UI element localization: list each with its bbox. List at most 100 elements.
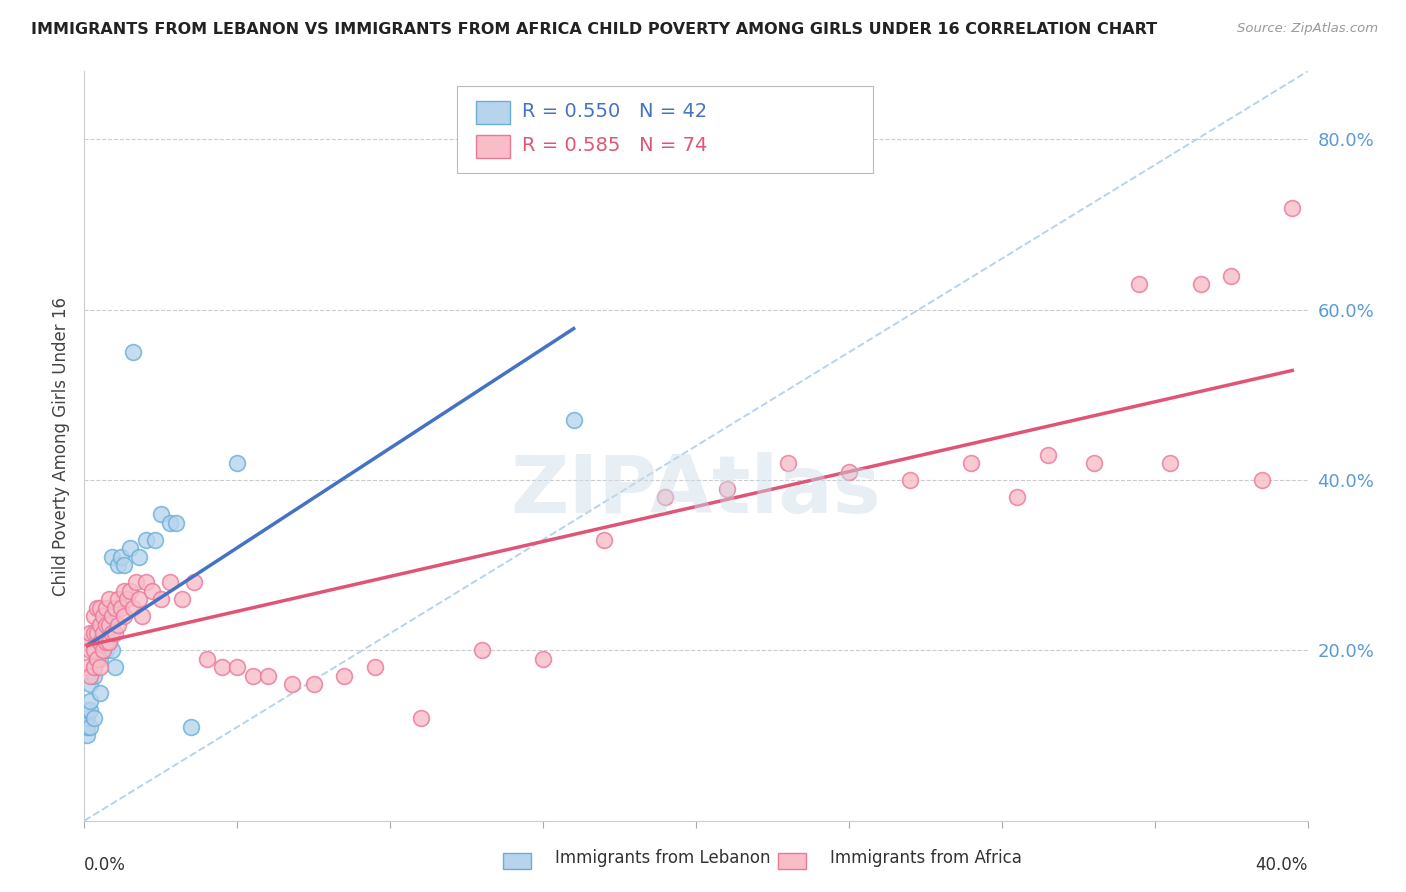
Point (364, 660, 387, 674)
Text: 0.0%: 0.0% (84, 856, 127, 874)
Point (211, 660, 233, 674)
Point (125, 575, 148, 590)
Point (86, 626, 108, 640)
Point (101, 643, 124, 657)
Point (226, 456, 249, 470)
Point (79, 720, 101, 734)
Point (91, 626, 114, 640)
Text: Immigrants from Africa: Immigrants from Africa (830, 849, 1021, 867)
Point (1005, 490, 1028, 504)
Point (1250, 473, 1272, 487)
Point (135, 575, 157, 590)
Point (1281, 201, 1303, 215)
Point (1083, 456, 1105, 470)
Bar (475, 102, 510, 124)
Point (107, 592, 129, 607)
Point (226, 660, 249, 674)
Point (79, 677, 101, 691)
Point (112, 583, 135, 598)
Point (195, 652, 218, 666)
Point (104, 660, 127, 674)
Point (115, 592, 138, 607)
Point (531, 652, 554, 666)
Point (110, 600, 132, 615)
Point (654, 490, 676, 504)
Point (89, 600, 111, 615)
Text: Source: ZipAtlas.com: Source: ZipAtlas.com (1237, 22, 1378, 36)
Point (110, 549, 132, 564)
Text: R = 0.550   N = 42: R = 0.550 N = 42 (522, 103, 707, 121)
Point (94, 643, 117, 657)
Point (104, 626, 127, 640)
Point (135, 533, 157, 547)
Point (112, 558, 135, 573)
Point (1036, 448, 1059, 462)
Point (89, 617, 111, 632)
Point (83, 626, 105, 640)
Point (122, 600, 145, 615)
Point (86, 652, 108, 666)
Point (86, 652, 108, 666)
Point (79, 694, 101, 708)
Y-axis label: Child Poverty Among Girls Under 16: Child Poverty Among Girls Under 16 (52, 296, 70, 596)
Point (180, 720, 202, 734)
Point (1159, 456, 1181, 470)
Point (128, 592, 150, 607)
Text: Immigrants from Lebanon: Immigrants from Lebanon (555, 849, 770, 867)
Point (172, 592, 194, 607)
Point (120, 583, 142, 598)
Point (122, 345, 145, 359)
Point (257, 669, 280, 683)
Point (76, 703, 98, 717)
Point (86, 626, 108, 640)
Point (91, 609, 114, 624)
Point (86, 635, 108, 649)
Point (120, 541, 142, 556)
Point (898, 473, 921, 487)
Point (83, 643, 105, 657)
Bar (475, 135, 510, 158)
Point (79, 703, 101, 717)
Point (89, 617, 111, 632)
Point (1189, 277, 1212, 292)
Point (302, 677, 325, 691)
Point (91, 609, 114, 624)
Point (83, 669, 105, 683)
Point (776, 456, 799, 470)
Point (83, 609, 105, 624)
Point (112, 609, 135, 624)
Text: IMMIGRANTS FROM LEBANON VS IMMIGRANTS FROM AFRICA CHILD POVERTY AMONG GIRLS UNDE: IMMIGRANTS FROM LEBANON VS IMMIGRANTS FR… (31, 22, 1157, 37)
Point (149, 507, 172, 521)
Point (76, 729, 98, 743)
Point (79, 643, 101, 657)
Point (107, 617, 129, 632)
Point (128, 549, 150, 564)
Text: R = 0.585   N = 74: R = 0.585 N = 74 (522, 136, 707, 155)
Point (89, 635, 111, 649)
Point (97, 600, 120, 615)
Point (183, 575, 205, 590)
Point (101, 626, 124, 640)
Point (89, 652, 111, 666)
Text: 40.0%: 40.0% (1256, 856, 1308, 874)
Point (165, 516, 187, 530)
Point (76, 711, 98, 725)
Point (97, 592, 120, 607)
Point (101, 609, 124, 624)
Point (333, 669, 356, 683)
Point (83, 660, 105, 674)
Point (141, 583, 163, 598)
Point (593, 533, 616, 547)
Point (97, 617, 120, 632)
Point (83, 660, 105, 674)
Point (86, 600, 108, 615)
Point (76, 720, 98, 734)
Point (131, 609, 153, 624)
Point (159, 516, 181, 530)
FancyBboxPatch shape (457, 87, 873, 172)
Point (281, 677, 304, 691)
Point (76, 635, 98, 649)
Point (838, 465, 860, 479)
Point (94, 617, 117, 632)
Point (83, 643, 105, 657)
